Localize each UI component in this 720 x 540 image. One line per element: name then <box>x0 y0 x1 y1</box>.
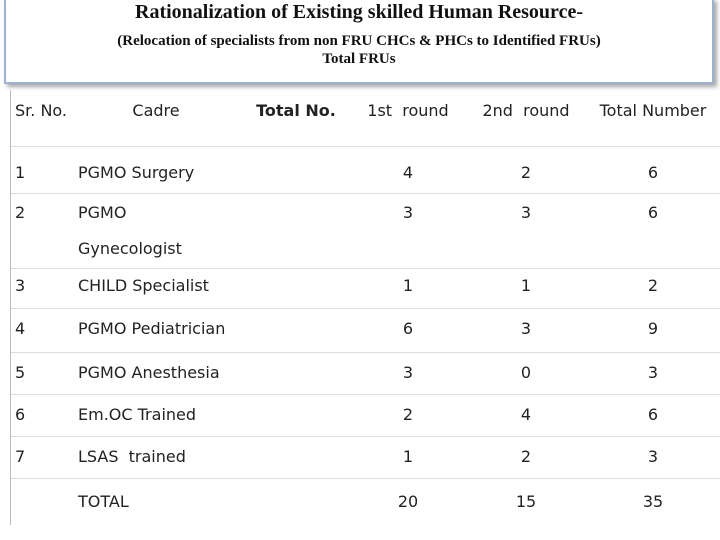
row-divider <box>11 193 720 194</box>
sr-no: 4 <box>15 319 26 338</box>
sr-no: 1 <box>15 163 26 182</box>
cadre: Em.OC Trained <box>78 405 197 424</box>
second-round: 2 <box>520 447 532 466</box>
table: Sr. No. Cadre Total No. 1st round 2nd round T… <box>10 90 720 525</box>
column-header: Total Number <box>599 101 707 120</box>
sr-no: 6 <box>15 405 26 424</box>
second-round: 2 <box>520 163 532 182</box>
title: Rationalization of Existing skilled Huma… <box>135 1 583 23</box>
sr-no: 7 <box>15 447 26 466</box>
sr-no: 3 <box>15 276 26 295</box>
cadre: PGMO Surgery <box>78 163 195 182</box>
subtitle: Total FRUs <box>322 51 396 67</box>
second-round: 1 <box>520 276 532 295</box>
first-round: 3 <box>402 203 414 222</box>
total-number: 3 <box>647 363 659 382</box>
row-divider <box>11 436 720 437</box>
total-number: 35 <box>642 492 664 511</box>
sr-no: 2 <box>15 203 26 222</box>
column-header: 2nd round <box>482 101 570 120</box>
subtitle: (Relocation of specialists from non FRU … <box>117 33 601 49</box>
first-round: 20 <box>397 492 419 511</box>
sr-no: 5 <box>15 363 26 382</box>
cadre: LSAS trained <box>78 447 186 466</box>
first-round: 1 <box>402 276 414 295</box>
second-round: 0 <box>520 363 532 382</box>
total-number: 6 <box>647 405 659 424</box>
column-header: Total No. <box>256 101 336 120</box>
cadre: PGMO <box>78 203 127 222</box>
second-round: 4 <box>520 405 532 424</box>
cadre: TOTAL <box>78 492 129 511</box>
row-divider <box>11 478 720 479</box>
first-round: 3 <box>402 363 414 382</box>
row-divider <box>11 394 720 395</box>
total-number: 6 <box>647 203 659 222</box>
second-round: 3 <box>520 203 532 222</box>
total-number: 6 <box>647 163 659 182</box>
total-number: 2 <box>647 276 659 295</box>
first-round: 6 <box>402 319 414 338</box>
row-divider <box>11 146 720 147</box>
row-divider <box>11 268 720 269</box>
second-round: 15 <box>515 492 537 511</box>
first-round: 4 <box>402 163 414 182</box>
cadre: PGMO Pediatrician <box>78 319 226 338</box>
first-round: 1 <box>402 447 414 466</box>
total-number: 9 <box>647 319 659 338</box>
second-round: 3 <box>520 319 532 338</box>
cadre: PGMO Anesthesia <box>78 363 220 382</box>
row-divider <box>11 352 720 353</box>
row-divider <box>11 308 720 309</box>
header-box: Rationalization of Existing skilled Huma… <box>4 0 714 84</box>
total-number: 3 <box>647 447 659 466</box>
column-header: 1st round <box>367 101 449 120</box>
column-header: Sr. No. <box>15 101 67 120</box>
cadre: Gynecologist <box>78 239 182 258</box>
column-header: Cadre <box>132 101 180 120</box>
first-round: 2 <box>402 405 414 424</box>
cadre: CHILD Specialist <box>78 276 209 295</box>
